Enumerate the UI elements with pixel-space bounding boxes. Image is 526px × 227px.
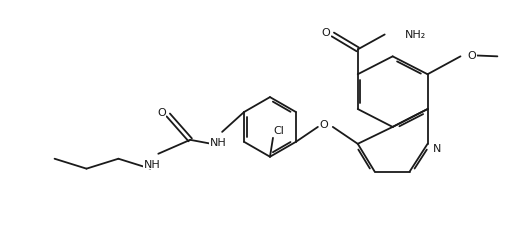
Text: NH: NH bbox=[144, 159, 160, 169]
Text: Cl: Cl bbox=[274, 125, 285, 135]
Text: O: O bbox=[321, 28, 330, 38]
Text: NH: NH bbox=[210, 137, 227, 147]
Text: N: N bbox=[433, 143, 442, 153]
Text: O: O bbox=[157, 108, 166, 118]
Text: NH₂: NH₂ bbox=[404, 30, 426, 40]
Text: O: O bbox=[319, 119, 328, 129]
Text: O: O bbox=[468, 51, 476, 61]
